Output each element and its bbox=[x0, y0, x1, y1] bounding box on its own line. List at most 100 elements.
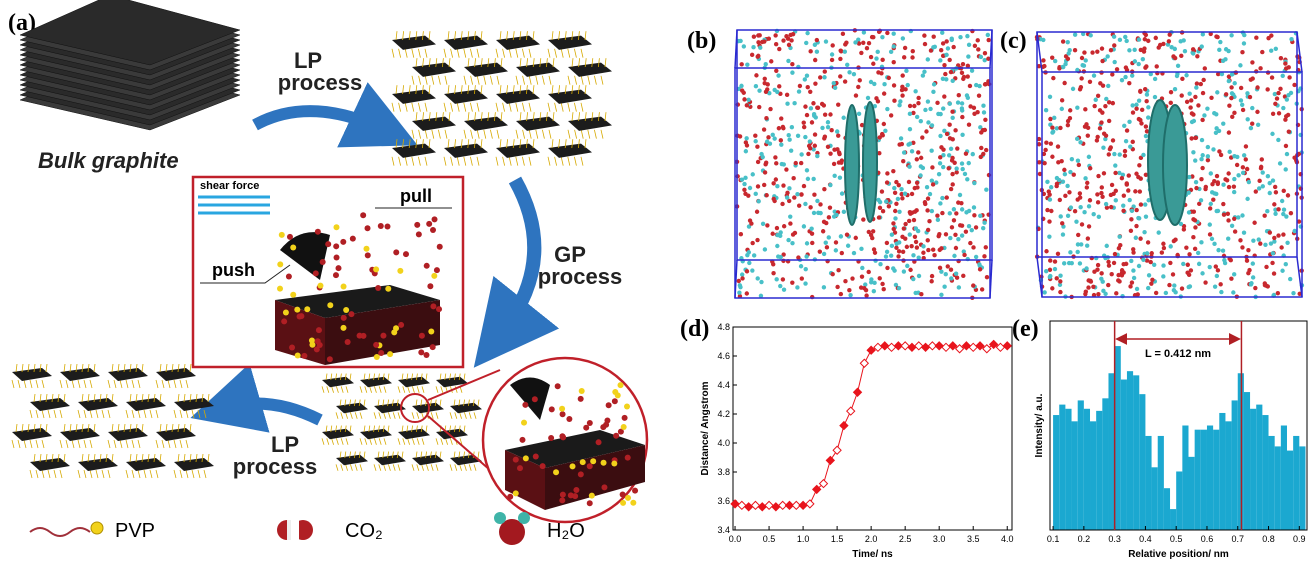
pvp-chain bbox=[180, 380, 182, 388]
molecule bbox=[615, 392, 621, 398]
atom bbox=[1062, 168, 1066, 172]
pvp-chain bbox=[516, 76, 518, 85]
pvp-chain bbox=[78, 440, 80, 448]
atom bbox=[754, 73, 758, 77]
atom bbox=[790, 62, 794, 66]
atom bbox=[1132, 276, 1136, 280]
atom bbox=[902, 269, 906, 273]
atom bbox=[897, 286, 901, 290]
pvp-chain bbox=[346, 438, 348, 444]
atom bbox=[740, 178, 744, 182]
atom bbox=[1068, 116, 1072, 120]
atom bbox=[1155, 64, 1159, 68]
atom bbox=[1140, 108, 1144, 112]
atom bbox=[924, 129, 928, 133]
pvp-chain bbox=[436, 438, 438, 444]
molecule bbox=[375, 285, 381, 291]
histogram-bar bbox=[1084, 409, 1090, 530]
histogram-bar bbox=[1275, 446, 1281, 530]
data-marker bbox=[901, 342, 909, 350]
atom bbox=[791, 232, 795, 236]
molecule bbox=[316, 327, 322, 333]
atom bbox=[1131, 140, 1135, 144]
x-tick-label: 1.5 bbox=[831, 534, 844, 544]
molecule bbox=[437, 244, 443, 250]
atom bbox=[1088, 198, 1092, 202]
atom bbox=[1279, 56, 1283, 60]
histogram-bar bbox=[1065, 409, 1071, 530]
atom bbox=[1217, 129, 1221, 133]
atom bbox=[936, 234, 940, 238]
atom bbox=[747, 261, 751, 265]
molecule bbox=[532, 396, 538, 402]
atom bbox=[772, 136, 776, 140]
atom bbox=[1250, 122, 1254, 126]
pvp-chain bbox=[500, 85, 501, 94]
pvp-chain bbox=[436, 386, 438, 392]
atom bbox=[899, 136, 903, 140]
atom bbox=[800, 276, 804, 280]
chart-distance: 0.00.51.01.52.02.53.03.54.03.43.63.84.04… bbox=[700, 322, 1013, 560]
atom bbox=[746, 98, 750, 102]
atom bbox=[1050, 286, 1054, 290]
atom bbox=[815, 50, 819, 54]
atom bbox=[1076, 233, 1080, 237]
pvp-chain bbox=[384, 438, 386, 444]
atom bbox=[781, 183, 785, 187]
atom bbox=[901, 36, 905, 40]
atom bbox=[1101, 145, 1105, 149]
pvp-chain bbox=[449, 58, 450, 67]
pvp-chain bbox=[365, 438, 367, 444]
pvp-chain bbox=[378, 452, 379, 458]
atom bbox=[938, 134, 942, 138]
atom bbox=[884, 254, 888, 258]
atom bbox=[857, 112, 861, 116]
atom bbox=[787, 186, 791, 190]
atom bbox=[1193, 218, 1197, 222]
atom bbox=[931, 45, 935, 49]
atom bbox=[958, 193, 962, 197]
molecule bbox=[333, 272, 339, 278]
atom bbox=[1052, 116, 1056, 120]
histogram-bar bbox=[1108, 373, 1114, 530]
atom bbox=[1065, 184, 1069, 188]
atom bbox=[1216, 248, 1220, 252]
pvp-chain bbox=[46, 424, 47, 432]
molecule bbox=[589, 493, 595, 499]
atom bbox=[981, 128, 985, 132]
atom bbox=[843, 79, 847, 83]
atom bbox=[1249, 281, 1253, 285]
atom bbox=[1285, 97, 1289, 101]
pvp-chain bbox=[399, 49, 401, 58]
atom bbox=[1053, 267, 1057, 271]
atom bbox=[1235, 155, 1239, 159]
atom bbox=[1071, 87, 1075, 91]
pvp-chain bbox=[585, 31, 586, 40]
atom bbox=[894, 202, 898, 206]
data-marker bbox=[826, 456, 834, 464]
atom bbox=[1132, 48, 1136, 52]
pvp-chain bbox=[94, 364, 95, 372]
atom bbox=[1242, 41, 1246, 45]
pvp-chain bbox=[412, 49, 414, 58]
atom bbox=[755, 276, 759, 280]
x-tick-label: 1.0 bbox=[797, 534, 810, 544]
data-marker bbox=[847, 407, 855, 415]
molecule bbox=[630, 500, 636, 506]
atom bbox=[756, 160, 760, 164]
atom bbox=[1137, 37, 1141, 41]
atom bbox=[1292, 229, 1296, 233]
atom bbox=[828, 183, 832, 187]
atom bbox=[1233, 229, 1237, 233]
atom bbox=[836, 268, 840, 272]
pvp-chain bbox=[601, 130, 603, 139]
atom bbox=[810, 241, 814, 245]
pvp-chain bbox=[416, 400, 417, 406]
atom bbox=[1224, 92, 1228, 96]
atom bbox=[965, 177, 969, 181]
atom bbox=[832, 162, 836, 166]
atom bbox=[1227, 79, 1231, 83]
atom bbox=[1078, 140, 1082, 144]
pvp-chain bbox=[503, 103, 505, 112]
atom bbox=[970, 68, 974, 72]
